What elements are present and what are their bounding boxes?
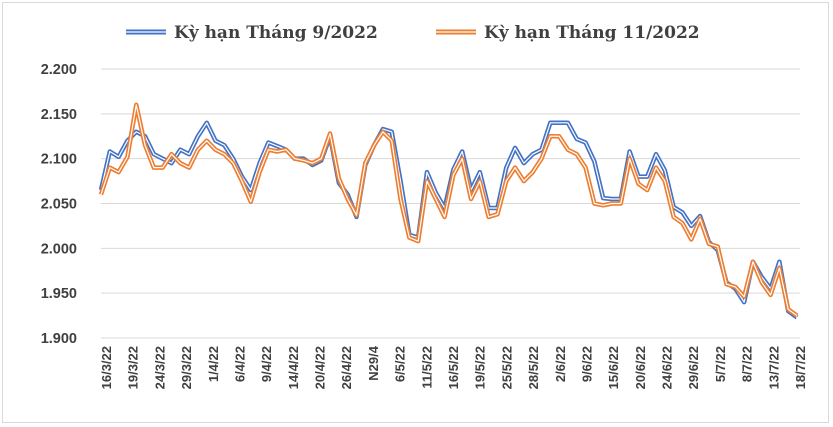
legend-item-series-1: Kỳ hạn Tháng 9/2022 xyxy=(126,23,378,43)
y-tick-label: 2.100 xyxy=(41,152,77,168)
x-tick-label: 29/3/22 xyxy=(179,346,194,389)
y-tick-label: 1.900 xyxy=(41,331,77,347)
x-tick-label: 5/7/22 xyxy=(713,346,728,382)
x-tick-label: 19/5/22 xyxy=(473,346,488,389)
x-tick-label: N29/4 xyxy=(366,345,381,380)
x-tick-label: 15/6/22 xyxy=(606,346,621,389)
y-tick-label: 2.150 xyxy=(41,107,77,123)
legend-label-series-2: Kỳ hạn Tháng 11/2022 xyxy=(484,23,700,43)
x-tick-label: 14/4/22 xyxy=(286,346,301,389)
series-line-2 xyxy=(98,102,799,318)
x-tick-label: 1/4/22 xyxy=(206,346,221,382)
series-line-highlight-2 xyxy=(100,104,798,317)
x-tick-label: 24/6/22 xyxy=(660,346,675,389)
x-tick-label: 9/6/22 xyxy=(579,346,594,382)
legend: Kỳ hạn Tháng 9/2022 Kỳ hạn Tháng 11/2022 xyxy=(126,23,700,43)
chart-frame xyxy=(2,2,829,423)
x-tick-label: 24/3/22 xyxy=(152,346,167,389)
gridlines xyxy=(101,68,800,339)
x-tick-label: 29/6/22 xyxy=(686,346,701,389)
x-tick-label: 20/4/22 xyxy=(313,346,328,389)
y-tick-label: 2.000 xyxy=(41,241,77,257)
x-tick-label: 13/7/22 xyxy=(766,346,781,389)
x-axis: 16/3/22 19/3/22 24/3/22 29/3/22 1/4/22 6/4/22… xyxy=(99,345,808,389)
x-tick-label: 25/5/22 xyxy=(499,346,514,389)
x-tick-label: 9/4/22 xyxy=(259,346,274,382)
x-tick-label: 8/7/22 xyxy=(740,346,755,382)
legend-item-series-2: Kỳ hạn Tháng 11/2022 xyxy=(436,23,700,43)
series-line-highlight-1 xyxy=(100,122,798,318)
x-tick-label: 19/3/22 xyxy=(126,346,141,389)
x-tick-label: 11/5/22 xyxy=(419,346,434,389)
legend-label-series-1: Kỳ hạn Tháng 9/2022 xyxy=(174,23,378,43)
series-lines xyxy=(98,102,799,320)
y-tick-label: 2.200 xyxy=(41,62,77,78)
x-tick-label: 6/5/22 xyxy=(393,346,408,382)
x-tick-label: 20/6/22 xyxy=(633,346,648,389)
y-tick-label: 1.950 xyxy=(41,286,77,302)
x-tick-label: 6/4/22 xyxy=(232,346,247,382)
x-tick-label: 26/4/22 xyxy=(339,346,354,389)
x-tick-label: 2/6/22 xyxy=(553,346,568,382)
y-axis: 2.200 2.150 2.100 2.050 2.000 1.950 1.900 xyxy=(41,62,77,347)
x-tick-label: 16/3/22 xyxy=(99,346,114,389)
series-line-1 xyxy=(98,120,799,320)
x-tick-label: 18/7/22 xyxy=(793,346,808,389)
y-tick-label: 2.050 xyxy=(41,197,77,213)
x-tick-label: 16/5/22 xyxy=(446,346,461,389)
x-tick-label: 28/5/22 xyxy=(526,346,541,389)
